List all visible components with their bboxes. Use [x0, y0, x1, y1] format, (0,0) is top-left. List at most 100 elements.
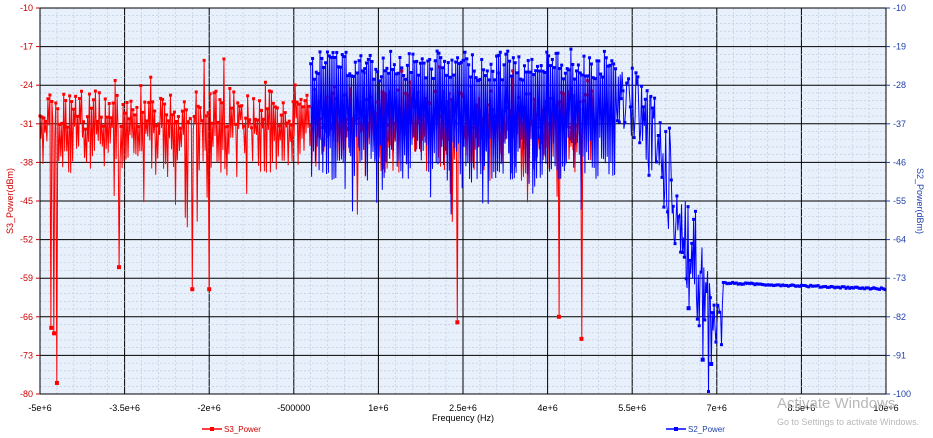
data-point — [572, 94, 576, 98]
data-point — [385, 66, 389, 70]
data-point — [766, 283, 770, 287]
data-point — [764, 283, 768, 287]
data-point — [606, 64, 610, 68]
data-point — [216, 120, 220, 124]
data-point — [275, 106, 279, 110]
data-point — [528, 70, 532, 74]
data-point — [827, 285, 831, 289]
data-point — [335, 50, 339, 54]
x-tick-label: 5.5e+6 — [618, 403, 646, 413]
data-point — [688, 258, 692, 262]
data-point — [725, 282, 729, 286]
data-point — [44, 119, 48, 123]
data-point — [169, 93, 173, 97]
data-point-dip — [455, 320, 460, 325]
data-point — [866, 286, 870, 290]
data-point — [85, 115, 89, 119]
data-point-dip — [54, 380, 59, 385]
data-point — [569, 47, 573, 51]
data-point — [602, 49, 606, 53]
data-point — [469, 75, 473, 79]
data-point — [541, 69, 545, 73]
data-point — [416, 91, 420, 95]
data-point — [842, 285, 846, 289]
data-point — [50, 99, 54, 103]
data-point — [338, 65, 342, 69]
data-point — [636, 75, 640, 79]
data-point — [322, 65, 326, 69]
data-point — [392, 63, 396, 67]
data-point — [222, 57, 226, 61]
x-tick-label: 8.5e+6 — [788, 403, 816, 413]
data-point — [384, 92, 388, 96]
data-point — [718, 310, 722, 314]
data-point — [198, 106, 202, 110]
data-point — [710, 311, 714, 315]
data-point — [742, 282, 746, 286]
data-point — [113, 79, 117, 83]
data-point — [314, 70, 318, 74]
data-point — [814, 284, 818, 288]
data-point — [318, 50, 322, 54]
data-point — [781, 283, 785, 287]
data-point — [840, 285, 844, 289]
data-point — [353, 60, 357, 64]
data-point — [218, 98, 222, 102]
data-point — [617, 120, 621, 124]
data-point — [716, 303, 720, 307]
data-point — [597, 59, 601, 63]
data-point — [870, 286, 874, 290]
data-point — [825, 285, 829, 289]
data-point — [695, 317, 699, 321]
data-point — [511, 56, 515, 60]
data-point — [137, 125, 141, 129]
data-point — [48, 93, 52, 97]
data-point — [431, 76, 435, 80]
data-point — [731, 280, 735, 284]
left-tick-label: -80 — [20, 389, 33, 399]
data-point — [273, 105, 277, 109]
data-point — [277, 124, 281, 128]
data-point — [422, 61, 426, 65]
data-point — [346, 74, 350, 78]
data-point — [506, 49, 510, 53]
data-point — [703, 318, 707, 322]
data-point — [463, 50, 467, 54]
data-point — [570, 87, 574, 91]
data-point — [250, 126, 254, 130]
data-point — [123, 111, 127, 115]
data-point-dip — [190, 287, 195, 292]
data-point — [539, 64, 543, 68]
data-point — [673, 242, 677, 246]
data-point — [327, 54, 331, 58]
data-point — [261, 117, 265, 121]
data-point — [610, 59, 614, 63]
data-point — [157, 122, 161, 126]
data-point — [470, 53, 474, 57]
data-point — [206, 111, 210, 115]
data-point — [202, 58, 206, 62]
data-point — [794, 284, 798, 288]
data-point — [630, 66, 634, 70]
right-tick-label: -91 — [893, 350, 906, 360]
left-tick-label: -45 — [20, 196, 33, 206]
data-point — [228, 86, 232, 90]
data-point — [242, 124, 246, 128]
data-point — [491, 69, 495, 73]
data-point — [285, 121, 289, 125]
data-point — [792, 283, 796, 287]
data-point — [402, 74, 406, 78]
data-point — [446, 61, 450, 65]
data-point — [248, 118, 252, 122]
data-point — [372, 77, 376, 81]
data-point — [582, 54, 586, 58]
data-point — [80, 89, 84, 93]
data-point — [252, 97, 256, 101]
data-point — [773, 283, 777, 287]
data-point — [550, 57, 554, 61]
data-point — [714, 340, 718, 344]
data-point — [502, 63, 506, 67]
data-point — [472, 69, 476, 73]
data-point — [461, 58, 465, 62]
data-point — [258, 99, 262, 103]
